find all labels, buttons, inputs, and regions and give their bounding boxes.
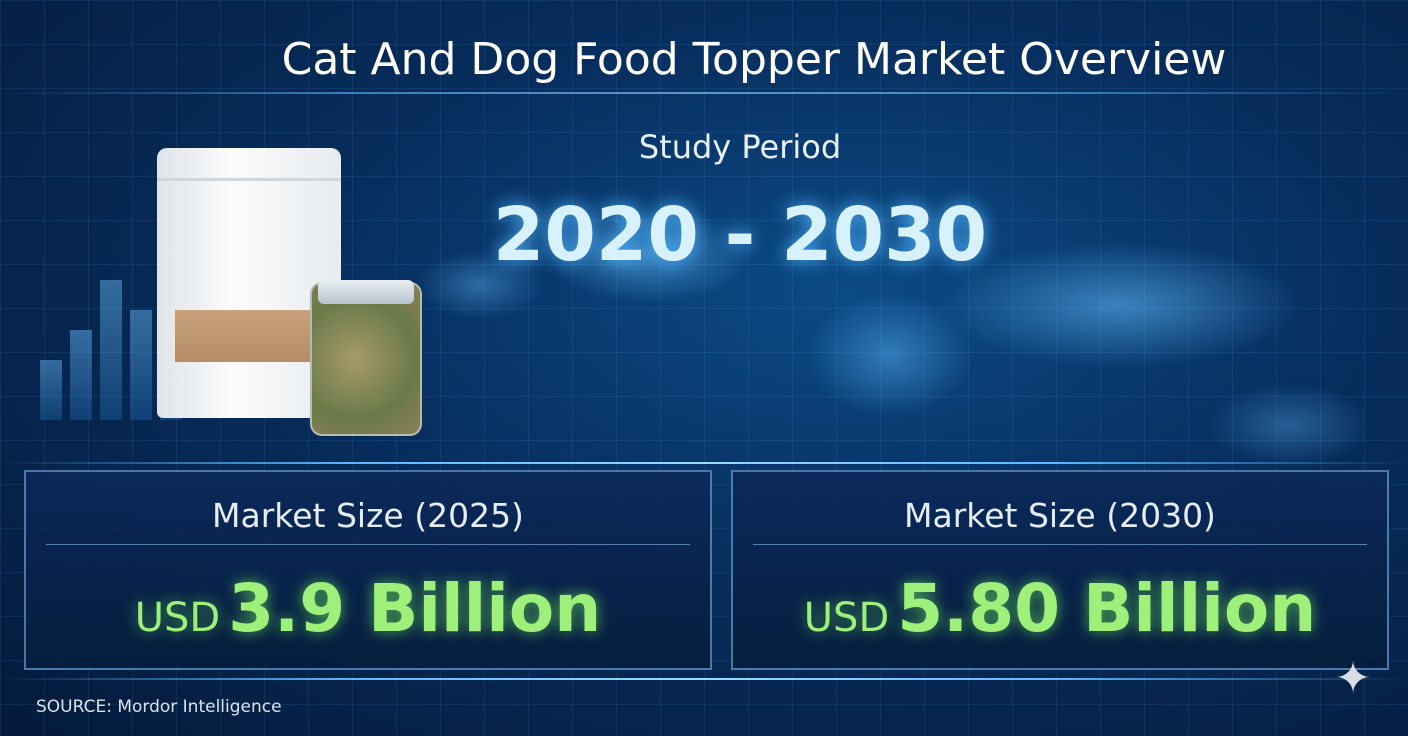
- source-text: SOURCE: Mordor Intelligence: [36, 697, 282, 717]
- study-period-value: 2020 - 2030: [492, 192, 988, 278]
- world-map-graphic: [420, 215, 1408, 465]
- market-size-2025-panel: Market Size (2025) USD 3.9 Billion: [24, 470, 712, 670]
- market-size-2025-label: Market Size (2025): [212, 496, 524, 535]
- jar-image: [310, 280, 422, 436]
- divider: [0, 678, 1408, 680]
- divider: [0, 462, 1408, 464]
- market-size-2030-panel: Market Size (2030) USD 5.80 Billion: [731, 470, 1389, 670]
- pouch-image: [157, 148, 341, 418]
- divider: [0, 92, 1408, 94]
- market-size-2030-value: 5.80 Billion: [897, 570, 1317, 647]
- market-size-2025-value: 3.9 Billion: [228, 570, 602, 647]
- currency: USD: [134, 595, 221, 641]
- page-title: Cat And Dog Food Topper Market Overview: [281, 34, 1227, 85]
- sparkle-icon: ✦: [1334, 653, 1372, 704]
- market-size-2030-label: Market Size (2030): [904, 496, 1216, 535]
- currency: USD: [803, 595, 890, 641]
- study-period-label: Study Period: [638, 128, 842, 166]
